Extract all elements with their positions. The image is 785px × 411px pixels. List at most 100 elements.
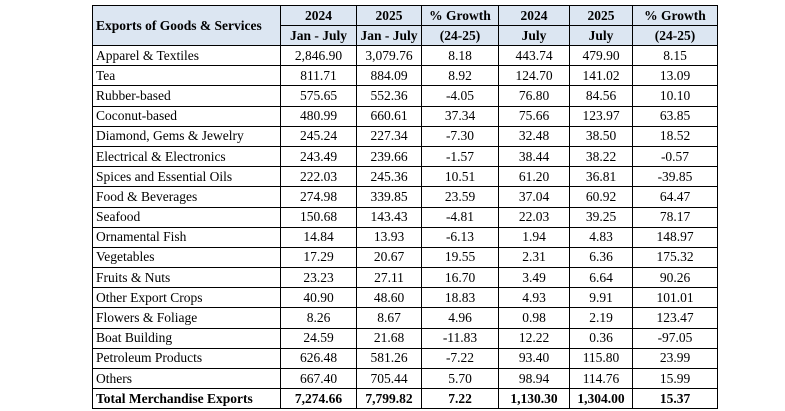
value-cell: 37.04 [498, 186, 570, 208]
value-cell: 480.99 [280, 105, 357, 127]
exports-table: Exports of Goods & Services 2024 2025 % Gro… [92, 5, 718, 410]
table-header: Exports of Goods & Services 2024 2025 % Gro… [92, 5, 718, 46]
value-cell: 13.09 [632, 65, 718, 87]
label-cell: Ornamental Fish [92, 226, 281, 248]
value-cell: 22.03 [498, 206, 570, 228]
value-cell: 63.85 [632, 105, 718, 127]
value-cell: 0.36 [569, 327, 633, 349]
data-row: Food & Beverages 274.98 339.85 23.59 37.04 60… [92, 186, 718, 208]
label-cell: Boat Building [92, 327, 281, 349]
value-cell: 552.36 [356, 85, 422, 107]
value-cell: 239.66 [356, 145, 422, 168]
value-cell: 21.68 [356, 327, 422, 349]
value-cell: 3.49 [498, 267, 570, 289]
value-cell: 23.59 [421, 186, 499, 208]
value-cell: 8.18 [421, 44, 499, 67]
header-cell: 2025 [356, 5, 422, 26]
table-body: Apparel & Textiles 2,846.90 3,079.76 8.18 44… [92, 44, 718, 410]
value-cell: 884.09 [356, 65, 422, 87]
value-cell: 84.56 [569, 85, 633, 107]
data-row: Coconut-based 480.99 660.61 37.34 75.66 123.9… [92, 105, 718, 127]
value-cell: 98.94 [498, 367, 570, 390]
data-row: Spices and Essential Oils 222.03 245.36 10.… [92, 166, 718, 188]
value-cell: 13.93 [356, 226, 422, 248]
value-cell: 15.37 [632, 388, 718, 410]
total-row: Total Merchandise Exports 7,274.66 7,799.8… [92, 388, 718, 410]
value-cell: 705.44 [356, 367, 422, 390]
value-cell: 19.55 [421, 246, 499, 269]
value-cell: 38.50 [569, 125, 633, 147]
value-cell: 227.34 [356, 125, 422, 147]
data-row: Vegetables 17.29 20.67 19.55 2.31 6.36 175.32 [92, 246, 718, 269]
value-cell: 10.51 [421, 166, 499, 188]
value-cell: 37.34 [421, 105, 499, 127]
value-cell: 8.92 [421, 65, 499, 87]
value-cell: 175.32 [632, 246, 718, 269]
value-cell: 39.25 [569, 206, 633, 228]
value-cell: 2.31 [498, 246, 570, 269]
value-cell: 18.52 [632, 125, 718, 147]
label-cell: Electrical & Electronics [92, 145, 281, 168]
label-cell: Food & Beverages [92, 186, 281, 208]
value-cell: 150.68 [280, 206, 357, 228]
value-cell: 16.70 [421, 267, 499, 289]
value-cell: 23.23 [280, 267, 357, 289]
value-cell: 5.70 [421, 367, 499, 390]
header-cell: July [569, 25, 633, 46]
value-cell: 7,799.82 [356, 388, 422, 410]
value-cell: -1.57 [421, 145, 499, 168]
value-cell: 123.97 [569, 105, 633, 127]
value-cell: 48.60 [356, 287, 422, 309]
value-cell: -39.85 [632, 166, 718, 188]
value-cell: 123.47 [632, 307, 718, 329]
data-row: Rubber-based 575.65 552.36 -4.05 76.80 84.56 1… [92, 85, 718, 107]
label-cell: Vegetables [92, 246, 281, 269]
value-cell: 2,846.90 [280, 44, 357, 67]
data-row: Apparel & Textiles 2,846.90 3,079.76 8.18 44… [92, 44, 718, 67]
value-cell: 75.66 [498, 105, 570, 127]
value-cell: 143.43 [356, 206, 422, 228]
value-cell: 101.01 [632, 287, 718, 309]
header-cell: Jan - July [280, 25, 357, 46]
header-cell: 2024 [280, 5, 357, 26]
value-cell: 78.17 [632, 206, 718, 228]
value-cell: 38.22 [569, 145, 633, 168]
data-row: Other Export Crops 40.90 48.60 18.83 4.93 9.9… [92, 287, 718, 309]
value-cell: -7.22 [421, 347, 499, 370]
header-cell: July [498, 25, 570, 46]
value-cell: 93.40 [498, 347, 570, 370]
value-cell: 4.93 [498, 287, 570, 309]
value-cell: 12.22 [498, 327, 570, 349]
header-cell: % Growth [632, 5, 718, 26]
label-cell: Diamond, Gems & Jewelry [92, 125, 281, 147]
value-cell: 3,079.76 [356, 44, 422, 67]
table-container: Exports of Goods & Services 2024 2025 % Gro… [92, 5, 718, 410]
label-cell: Flowers & Foliage [92, 307, 281, 329]
value-cell: 36.81 [569, 166, 633, 188]
value-cell: 76.80 [498, 85, 570, 107]
header-cell: (24-25) [632, 25, 718, 46]
data-row: Others 667.40 705.44 5.70 98.94 114.76 15.99 [92, 367, 718, 390]
header-cell: Exports of Goods & Services [92, 5, 281, 46]
value-cell: 38.44 [498, 145, 570, 168]
label-cell: Spices and Essential Oils [92, 166, 281, 188]
data-row: Electrical & Electronics 243.49 239.66 -1.5… [92, 145, 718, 168]
data-row: Tea 811.71 884.09 8.92 124.70 141.02 13.09 [92, 65, 718, 87]
label-cell: Petroleum Products [92, 347, 281, 370]
label-cell: Rubber-based [92, 85, 281, 107]
value-cell: 17.29 [280, 246, 357, 269]
label-cell: Coconut-based [92, 105, 281, 127]
label-cell: Tea [92, 65, 281, 87]
header-cell: Jan - July [356, 25, 422, 46]
value-cell: 2.19 [569, 307, 633, 329]
value-cell: 626.48 [280, 347, 357, 370]
value-cell: 8.26 [280, 307, 357, 329]
value-cell: 581.26 [356, 347, 422, 370]
value-cell: 90.26 [632, 267, 718, 289]
value-cell: 1.94 [498, 226, 570, 248]
value-cell: 61.20 [498, 166, 570, 188]
value-cell: 23.99 [632, 347, 718, 370]
value-cell: -4.05 [421, 85, 499, 107]
value-cell: 32.48 [498, 125, 570, 147]
data-row: Fruits & Nuts 23.23 27.11 16.70 3.49 6.64 90.2… [92, 267, 718, 289]
